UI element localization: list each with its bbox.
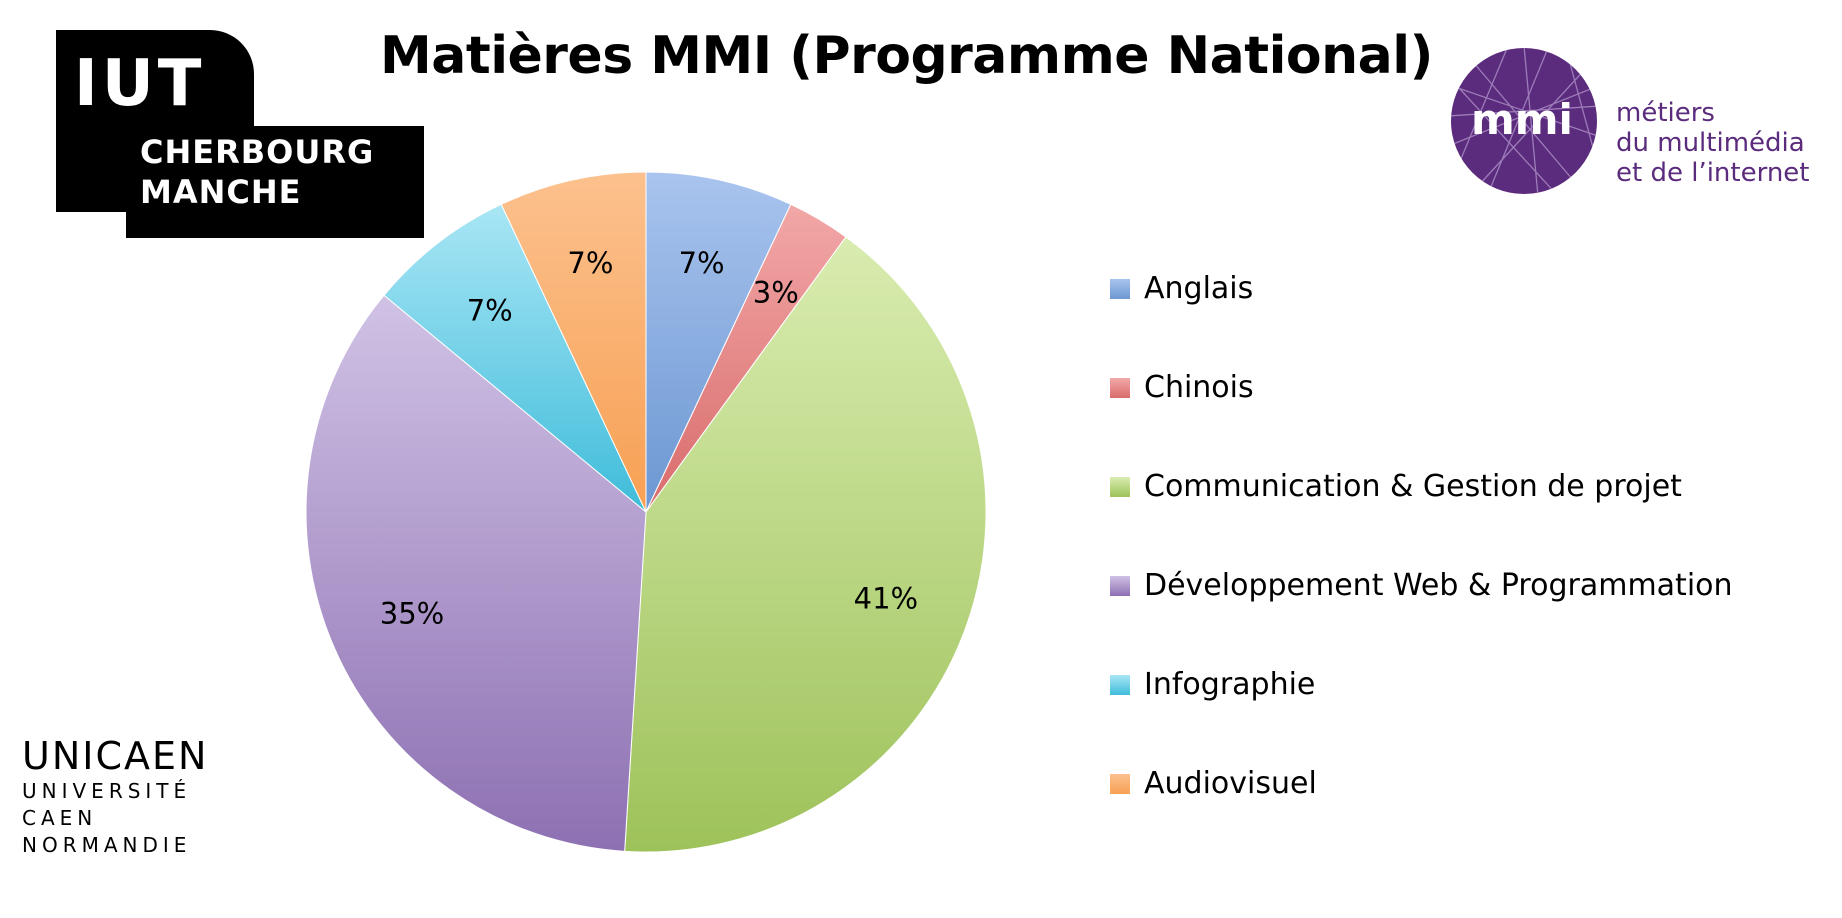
slice-label-anglais: 7% <box>679 246 725 280</box>
iut-cherbourg-manche-logo: IUT CHERBOURG MANCHE <box>56 30 424 238</box>
mmi-logo-line2: du multimédia <box>1616 128 1805 158</box>
pie-slice-infographie <box>383 203 647 513</box>
legend-label: Communication & Gestion de projet <box>1144 469 1682 504</box>
unicaen-logo: UNICAEN UNIVERSITÉ CAEN NORMANDIE <box>22 734 222 884</box>
pie-slice-anglais <box>645 171 792 513</box>
mmi-logo-line3: et de l’internet <box>1616 158 1810 188</box>
mmi-globe-icon: mmi <box>1451 48 1597 194</box>
legend-swatch <box>1110 279 1130 299</box>
mmi-mark: mmi <box>1471 95 1573 144</box>
unicaen-logo-line3: NORMANDIE <box>22 833 192 857</box>
mmi-logo: mmi métiers du multimédia et de l’intern… <box>1448 46 1828 196</box>
iut-logo-acronym: IUT <box>74 47 206 121</box>
slice-label-infographie: 7% <box>467 294 513 328</box>
legend-label: Chinois <box>1144 370 1254 405</box>
legend-swatch <box>1110 774 1130 794</box>
legend-swatch <box>1110 576 1130 596</box>
pie-slice-developpement-web-programmation <box>305 294 647 852</box>
legend-swatch <box>1110 477 1130 497</box>
legend-swatch <box>1110 378 1130 398</box>
unicaen-logo-word: UNICAEN <box>22 734 209 778</box>
legend-label: Développement Web & Programmation <box>1144 568 1733 603</box>
unicaen-logo-line1: UNIVERSITÉ <box>22 779 192 803</box>
legend-swatch <box>1110 675 1130 695</box>
mmi-logo-line1: métiers <box>1616 98 1715 128</box>
slice-label-audiovisuel: 7% <box>567 246 613 280</box>
unicaen-logo-line2: CAEN <box>22 806 98 830</box>
pie-slice-audiovisuel <box>500 171 647 513</box>
pie-slice-communication-gestion-de-projet <box>624 236 987 853</box>
pie-chart: 7% 3% 41% 35% 7% 7% <box>305 171 987 853</box>
legend-label: Audiovisuel <box>1144 766 1317 801</box>
legend-label: Anglais <box>1144 271 1254 306</box>
slice-label-developpement-web-programmation: 35% <box>380 596 444 630</box>
iut-logo-line2: MANCHE <box>140 173 302 211</box>
slice-label-communication-gestion-de-projet: 41% <box>854 581 918 615</box>
legend-label: Infographie <box>1144 667 1316 702</box>
iut-logo-line1: CHERBOURG <box>140 133 375 171</box>
slice-label-chinois: 3% <box>753 276 799 310</box>
chart-title: Matières MMI (Programme National) <box>380 26 1433 86</box>
